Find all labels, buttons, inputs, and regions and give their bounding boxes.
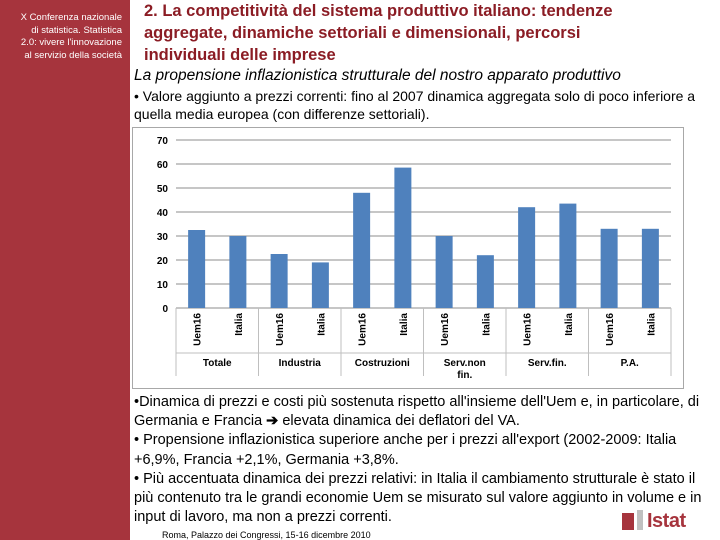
slide-title-line-3: individuali delle imprese: [144, 46, 336, 64]
bar: [229, 236, 247, 308]
bar-chart: 0 10 20 30 40 50 60 70 Uem16 Italia Uem16 Italia Uem…: [157, 136, 672, 381]
y-tick-label: 20: [157, 256, 169, 267]
bar: [641, 228, 659, 308]
istat-logo-mark: [622, 513, 634, 530]
bar-chart-frame: 0 10 20 30 40 50 60 70 Uem16 Italia Uem16 Italia Uem…: [132, 127, 684, 389]
bar: [600, 228, 618, 308]
y-tick-label: 70: [157, 136, 169, 147]
x-group-label: Industria: [279, 358, 322, 369]
sidebar-band: X Conferenza nazionale di statistica. St…: [0, 0, 130, 540]
slide-title-line-2: aggregate, dinamiche settoriali e dimens…: [144, 24, 581, 42]
x-series-label: Italia: [564, 313, 575, 336]
bar: [476, 255, 494, 308]
x-series-label: Uem16: [193, 313, 204, 346]
y-tick-label: 60: [157, 160, 169, 171]
bar: [435, 236, 453, 308]
conference-label: X Conferenza nazionale di statistica. St…: [2, 12, 122, 62]
x-series-label: Uem16: [440, 313, 451, 346]
bar: [559, 203, 577, 308]
slide-subtitle: La propensione inflazionistica struttura…: [134, 67, 621, 84]
bar: [311, 262, 329, 308]
x-group-label: Serv.non: [444, 358, 486, 369]
x-series-label: Italia: [646, 313, 657, 336]
x-series-label: Uem16: [523, 313, 534, 346]
istat-logo: Istat: [622, 510, 717, 532]
y-tick-label: 0: [162, 304, 168, 315]
y-tick-label: 10: [157, 280, 169, 291]
footer-venue-date: Roma, Palazzo dei Congressi, 15-16 dicem…: [162, 530, 371, 540]
slide-title: 2. La competitività del sistema produtti…: [144, 0, 704, 66]
intro-bullet: • Valore aggiunto a prezzi correnti: fin…: [134, 88, 696, 122]
body-paragraph-2: • Propensione inflazionistica superiore …: [134, 432, 677, 468]
body-paragraph-3: • Più accentuata dinamica dei prezzi rel…: [134, 470, 702, 526]
y-tick-label: 50: [157, 184, 169, 195]
x-group-label: fin.: [457, 370, 472, 381]
x-series-label: Uem16: [358, 313, 369, 346]
conference-line-2: di statistica. Statistica: [31, 24, 122, 36]
bar: [270, 254, 288, 308]
conference-line-1: X Conferenza nazionale: [20, 12, 122, 23]
x-series-label: Italia: [481, 313, 492, 336]
conference-line-3: 2.0: vivere l'innovazione: [20, 37, 122, 48]
body-paragraph-1-start: •Dinamica di prezzi e costi più sostenut…: [134, 394, 700, 430]
x-group-label: Costruzioni: [355, 358, 410, 369]
x-series-label: Uem16: [275, 313, 286, 346]
slide-title-line-1: 2. La competitività del sistema produtti…: [144, 2, 613, 20]
arrow-icon: ➔: [266, 413, 279, 430]
bar: [518, 207, 536, 308]
x-series-label: Italia: [399, 313, 410, 336]
conference-line-4: al servizio della società: [24, 49, 122, 61]
istat-logo-word: Istat: [647, 510, 686, 532]
bar: [188, 230, 206, 308]
x-group-label: P.A.: [621, 358, 639, 369]
y-tick-label: 30: [157, 232, 169, 243]
body-paragraph-1: •Dinamica di prezzi e costi più sostenut…: [134, 393, 709, 431]
body-text: •Dinamica di prezzi e costi più sostenut…: [134, 393, 709, 527]
istat-logo-mark-secondary: [637, 510, 643, 530]
x-series-label: Italia: [316, 313, 327, 336]
body-paragraph-1-end: elevata dinamica dei deflatori del VA.: [278, 413, 520, 430]
bar: [394, 167, 412, 308]
y-tick-label: 40: [157, 208, 169, 219]
bar: [353, 192, 371, 308]
x-series-label: Italia: [234, 313, 245, 336]
x-group-label: Serv.fin.: [528, 358, 567, 369]
x-group-label: Totale: [203, 358, 232, 369]
x-series-label: Uem16: [605, 313, 616, 346]
